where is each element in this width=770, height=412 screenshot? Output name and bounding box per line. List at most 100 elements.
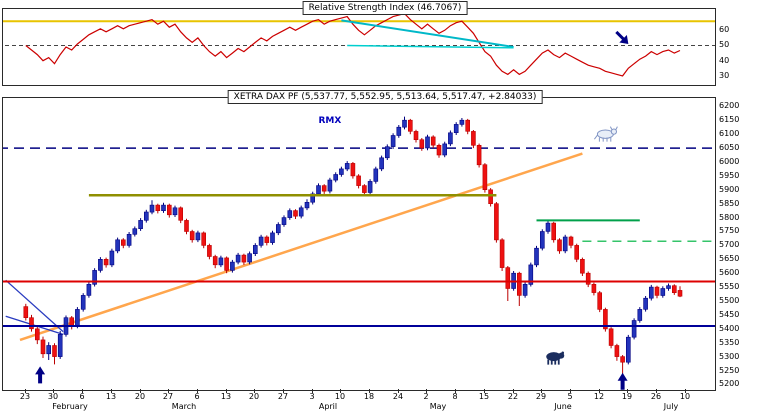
candle-body	[115, 239, 120, 252]
candle-body	[471, 131, 476, 146]
y-axis-label: 6000	[719, 157, 740, 166]
price-panel: RMX	[2, 97, 716, 391]
x-axis-tick	[312, 389, 313, 393]
candle-body	[413, 131, 419, 141]
candle-body	[275, 224, 281, 234]
x-axis-day-label: 29	[535, 392, 547, 401]
candle-body	[465, 119, 471, 132]
x-axis-day-label: 6	[194, 392, 200, 401]
candle-body	[396, 126, 402, 136]
x-axis-day-label: 23	[19, 392, 31, 401]
candle-body	[201, 232, 206, 246]
x-axis-day-label: 27	[162, 392, 174, 401]
x-axis-tick	[541, 389, 542, 393]
x-axis-day-label: 20	[134, 392, 146, 401]
trend-line	[19, 152, 583, 342]
candle-body	[132, 228, 138, 235]
candle-body	[367, 181, 373, 193]
x-axis-tick	[197, 389, 198, 393]
x-axis-day-label: 22	[507, 392, 519, 401]
x-axis-day-label: 3	[309, 392, 315, 401]
rsi-line	[25, 12, 681, 77]
candle-body	[172, 207, 178, 216]
x-axis-tick	[570, 389, 571, 393]
candle-body	[258, 236, 264, 246]
y-axis-label: 5450	[719, 310, 740, 319]
x-axis-tick	[53, 389, 54, 393]
candle-body	[103, 259, 109, 266]
x-axis-month-label: February	[52, 402, 88, 411]
y-axis-label: 50	[719, 40, 730, 49]
candle-body	[671, 285, 677, 293]
x-axis-day-label: 20	[248, 392, 260, 401]
candle-body	[339, 168, 344, 175]
x-axis-day-label: 2	[423, 392, 429, 401]
up-arrow-icon	[35, 366, 46, 384]
x-axis-day-label: 12	[593, 392, 605, 401]
candle-body	[195, 232, 201, 241]
candle-body	[218, 257, 224, 266]
candle-body	[264, 236, 270, 243]
candle-body	[304, 202, 310, 209]
candle-body	[356, 175, 361, 186]
candle-body	[625, 336, 631, 363]
candle-body	[557, 239, 562, 252]
candle-body	[528, 264, 534, 285]
candle-body	[247, 253, 252, 263]
candle-body	[488, 189, 493, 205]
x-axis-tick	[340, 389, 341, 393]
candle-body	[212, 256, 218, 266]
candle-body	[448, 132, 453, 145]
x-axis-tick	[82, 389, 83, 393]
candle-body	[614, 345, 620, 357]
candle-body	[620, 356, 625, 363]
x-axis-tick	[168, 389, 169, 393]
candle-body	[46, 345, 52, 355]
y-axis-label: 60	[719, 25, 730, 34]
candle-body	[648, 286, 654, 299]
x-axis-tick	[513, 389, 514, 393]
x-axis-day-label: 19	[621, 392, 633, 401]
candle-body	[660, 288, 666, 296]
x-axis-tick	[111, 389, 112, 393]
y-axis-label: 5200	[719, 379, 740, 388]
candle-body	[167, 204, 172, 216]
candle-body	[293, 210, 298, 217]
candle-body	[407, 119, 413, 132]
x-axis-day-label: 10	[679, 392, 691, 401]
candle-body	[516, 272, 522, 296]
y-axis-label: 5350	[719, 338, 740, 347]
candle-body	[459, 119, 465, 125]
candle-body	[643, 297, 648, 310]
candle-body	[402, 119, 407, 128]
candle-body	[321, 185, 327, 192]
x-axis-tick	[369, 389, 370, 393]
x-axis-day-label: 6	[79, 392, 85, 401]
candle-body	[585, 272, 591, 285]
candle-body	[178, 207, 183, 221]
price-title: XETRA DAX PF (5,537.77, 5,552.95, 5,513.…	[227, 90, 543, 104]
trend-line	[341, 19, 514, 48]
candle-body	[419, 139, 425, 149]
candle-body	[666, 285, 671, 289]
candle-body	[568, 236, 574, 246]
x-axis-day-label: 8	[452, 392, 458, 401]
y-axis-label: 5700	[719, 240, 740, 249]
candle-body	[161, 204, 166, 211]
candle-body	[230, 261, 235, 271]
x-axis-day-label: 10	[334, 392, 346, 401]
candle-body	[499, 239, 505, 268]
candle-body	[442, 143, 448, 156]
rsi-panel	[2, 8, 716, 86]
x-axis-month-label: March	[171, 402, 197, 411]
candle-body	[40, 339, 46, 355]
chart-shape	[558, 352, 565, 359]
y-axis-label: 5250	[719, 366, 740, 375]
candle-body	[80, 295, 86, 310]
candle-body	[522, 284, 528, 296]
candle-body	[57, 334, 63, 357]
rsi-plot	[3, 12, 715, 77]
up-arrow-icon	[617, 372, 628, 390]
candle-body	[425, 136, 430, 149]
